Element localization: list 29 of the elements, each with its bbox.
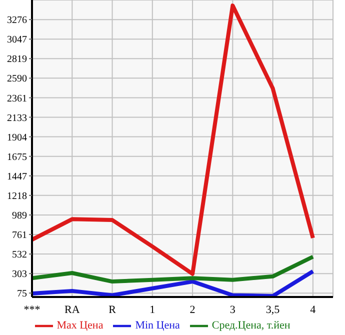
x-tick-label: 3,5: [266, 304, 280, 316]
legend-label: Max Цена: [56, 320, 104, 332]
x-tick-label: R: [108, 304, 117, 316]
y-tick-label: 2819: [7, 54, 27, 66]
y-tick-label: 2590: [7, 74, 27, 85]
x-tick-label: 2: [190, 304, 196, 316]
x-tick-label: 1: [150, 304, 156, 316]
y-tick-label: 1218: [7, 190, 27, 202]
line-series: [32, 4, 315, 276]
y-tick-label: 1904: [7, 132, 27, 144]
x-tick-label: 4: [310, 304, 316, 316]
line-series: [32, 269, 315, 297]
y-tick-label: 761: [12, 230, 27, 242]
y-tick-label: 3047: [7, 34, 27, 46]
x-tick-label: RA: [64, 304, 80, 316]
y-tick-label: 3276: [7, 15, 27, 26]
legend-label: Сред.Цена, т.йен: [212, 320, 290, 332]
line-series: [32, 254, 315, 284]
legend-label: Min Цена: [135, 320, 180, 332]
y-tick-label: 989: [12, 210, 27, 222]
x-tick-label: ***: [24, 304, 40, 316]
y-tick-label: 75: [17, 288, 27, 300]
y-tick-label: 2133: [7, 112, 27, 124]
y-tick-label: 532: [12, 250, 27, 261]
y-tick-label: 1675: [7, 152, 27, 163]
y-tick-label: 303: [12, 269, 27, 280]
x-tick-label: 3: [230, 304, 236, 316]
y-tick-label: 2361: [7, 93, 27, 104]
y-tick-label: 1447: [7, 171, 27, 182]
